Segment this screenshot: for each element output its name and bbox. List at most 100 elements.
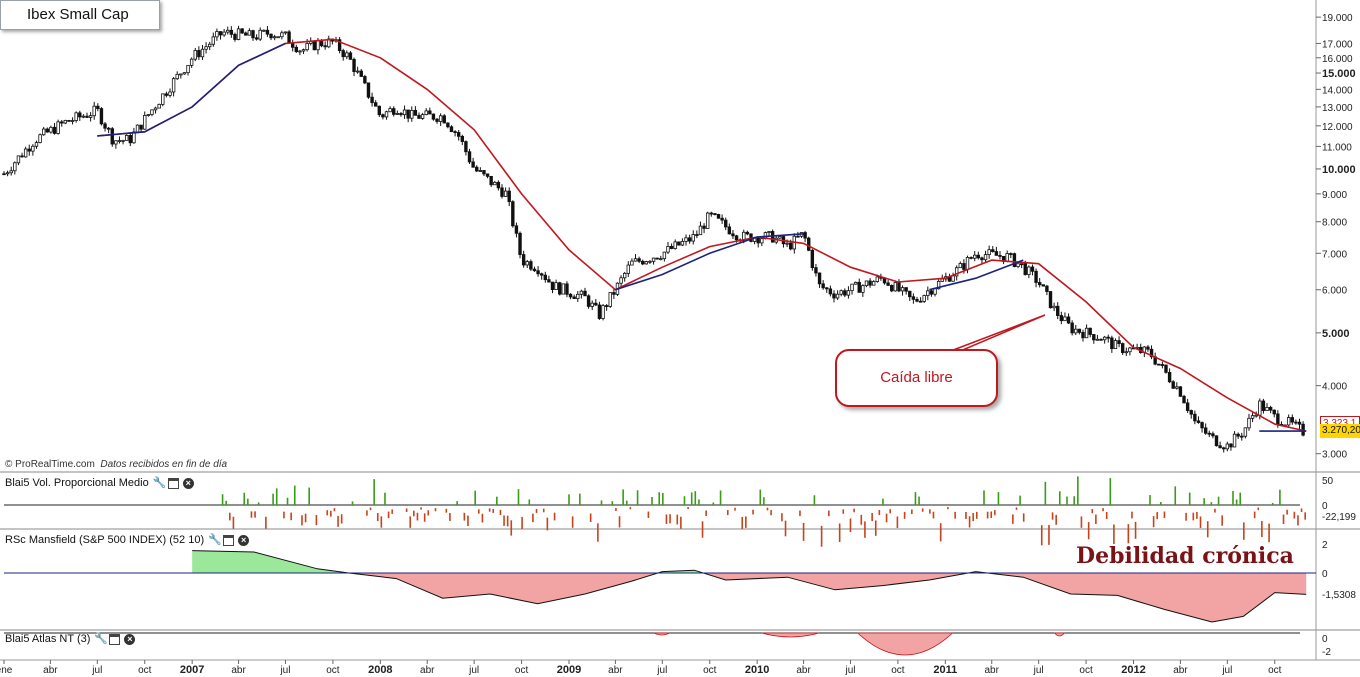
wrench-icon[interactable]: 🔧 <box>208 533 222 546</box>
window-icon[interactable] <box>109 633 121 645</box>
volume-bar-up <box>983 490 985 505</box>
close-icon[interactable]: × <box>238 534 250 546</box>
candle-body <box>900 287 905 292</box>
candle-body <box>608 292 612 307</box>
candle-body <box>103 123 107 129</box>
candle-body <box>164 93 169 96</box>
candle-body <box>875 276 879 282</box>
volume-bar-down <box>1257 507 1260 511</box>
volume-bar-up <box>813 495 816 505</box>
candle-body <box>366 82 371 98</box>
volume-bar-up <box>568 494 570 505</box>
y-tick-label: 7.000 <box>1322 249 1347 260</box>
atlas-bar <box>856 632 954 656</box>
volume-bar-up <box>698 499 700 505</box>
volume-bar-down <box>597 523 599 542</box>
candle-body <box>720 217 724 221</box>
rs-negative-area <box>192 573 1307 622</box>
close-icon[interactable]: × <box>182 477 194 489</box>
y-tick-label: 3.000 <box>1322 450 1347 461</box>
candle-body <box>287 31 291 44</box>
volume-bar-down <box>842 509 845 514</box>
candle-body <box>1110 337 1114 350</box>
volume-histogram <box>4 476 1306 547</box>
volume-bar-up <box>373 479 375 505</box>
volume-bar-down <box>828 510 830 517</box>
volume-bar-down <box>864 521 866 538</box>
candle-body <box>45 128 50 133</box>
window-icon[interactable] <box>167 477 179 489</box>
candle-body <box>186 64 190 74</box>
volume-bar-down <box>896 516 899 529</box>
volume-bar-down <box>423 513 426 522</box>
candle-body <box>511 201 515 227</box>
candle-body <box>96 105 100 109</box>
candle-body <box>529 261 533 270</box>
candle-body <box>1236 433 1240 437</box>
wrench-icon[interactable]: 🔧 <box>94 632 109 645</box>
candle-body <box>655 257 659 260</box>
candle-body <box>1261 400 1266 411</box>
candle-body <box>262 29 266 32</box>
candle-body <box>1276 413 1280 425</box>
window-icon[interactable] <box>223 534 235 546</box>
candle-body <box>128 134 133 144</box>
candle-body <box>207 43 212 48</box>
candle-body <box>951 275 955 282</box>
candle-body <box>622 272 627 279</box>
candle-body <box>1175 386 1179 389</box>
candle-body <box>453 131 457 133</box>
price-candles <box>2 25 1305 453</box>
candle-body <box>442 115 446 124</box>
indicator-rs-header: RSc Mansfield (S&P 500 INDEX) (52 10) 🔧 … <box>5 533 250 546</box>
wrench-icon[interactable]: 🔧 <box>152 476 167 489</box>
close-icon[interactable]: × <box>124 633 136 645</box>
rs-tick-label: 2 <box>1322 540 1328 551</box>
candle-body <box>973 254 977 259</box>
candle-body <box>695 234 699 236</box>
volume-bar-down <box>687 507 689 510</box>
candle-body <box>1200 422 1204 429</box>
volume-bar-down <box>228 512 231 521</box>
candle-body <box>1099 338 1103 341</box>
volume-bar-down <box>1185 512 1187 521</box>
volume-bar-down <box>449 512 451 521</box>
candle-body <box>428 110 432 115</box>
volume-bar-down <box>1105 512 1108 520</box>
candle-body <box>9 170 13 174</box>
volume-bar-down <box>647 511 650 518</box>
candle-body <box>933 288 937 295</box>
candle-body <box>211 36 216 45</box>
candle-body <box>319 40 324 47</box>
candle-body <box>200 48 205 58</box>
candle-body <box>1016 263 1020 267</box>
candle-body <box>1063 316 1067 322</box>
candle-body <box>49 126 53 133</box>
candle-body <box>796 235 800 238</box>
candle-body <box>1146 346 1150 350</box>
candle-body <box>283 31 288 34</box>
candle-body <box>561 283 566 295</box>
atlas-bar <box>653 632 670 636</box>
candle-body <box>705 212 710 229</box>
candle-body <box>78 112 82 118</box>
candle-body <box>659 258 663 261</box>
volume-bar-down <box>488 508 491 512</box>
candle-body <box>236 28 241 40</box>
candle-body <box>857 281 861 293</box>
x-tick-label: jul <box>1221 665 1232 676</box>
volume-bar-down <box>553 512 556 521</box>
x-tick-label: oct <box>326 665 340 676</box>
volume-bar-down <box>467 515 469 527</box>
candle-body <box>70 120 75 122</box>
volume-bar-up <box>759 489 762 505</box>
candle-body <box>1294 421 1298 424</box>
candle-body <box>954 267 959 277</box>
candle-body <box>817 272 822 285</box>
volume-bar-up <box>625 500 628 505</box>
candle-body <box>886 282 890 286</box>
candle-body <box>713 213 717 215</box>
candle-body <box>724 219 728 228</box>
volume-bar-down <box>1022 513 1025 522</box>
candle-body <box>348 52 353 60</box>
